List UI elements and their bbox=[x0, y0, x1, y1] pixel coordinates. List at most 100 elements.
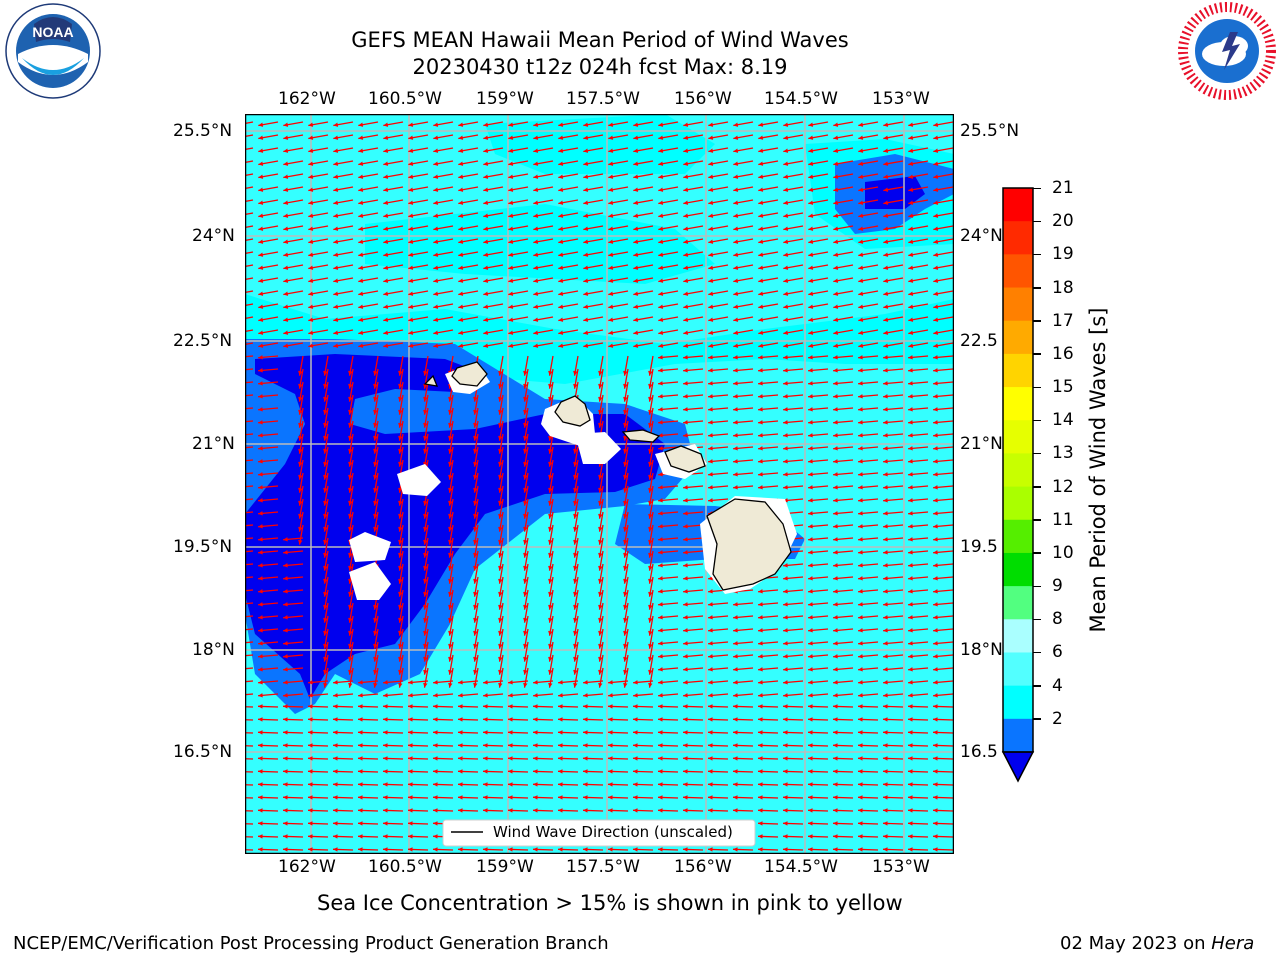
wind-wave-arrowhead bbox=[483, 743, 488, 748]
wind-wave-arrowhead bbox=[658, 446, 663, 451]
wind-wave-arrowhead bbox=[373, 487, 378, 493]
wind-wave-arrowhead bbox=[883, 537, 888, 542]
wind-wave-arrowhead bbox=[883, 511, 888, 516]
lon-label-bottom: 154.5°W bbox=[764, 857, 838, 877]
wind-wave-arrowhead bbox=[633, 187, 639, 192]
wind-wave-arrowhead bbox=[473, 669, 478, 675]
wind-wave-arrowhead bbox=[633, 239, 639, 244]
wind-wave-arrowhead bbox=[373, 370, 378, 376]
wind-wave-arrowhead bbox=[808, 278, 814, 283]
wind-wave-arrowhead bbox=[683, 135, 689, 140]
wind-wave-arrowhead bbox=[408, 847, 413, 852]
wind-wave-arrowhead bbox=[648, 448, 653, 454]
wind-wave-arrowhead bbox=[608, 200, 614, 205]
wind-wave-arrowhead bbox=[883, 498, 888, 503]
wind-wave-arrowhead bbox=[683, 498, 688, 503]
wind-wave-arrowhead bbox=[533, 187, 539, 192]
wind-wave-arrowhead bbox=[933, 615, 938, 620]
wind-wave-arrowhead bbox=[933, 239, 939, 244]
wind-wave-arrowhead bbox=[433, 756, 438, 761]
wind-wave-arrowhead bbox=[558, 252, 564, 257]
wind-wave-arrowhead bbox=[833, 355, 838, 360]
wind-wave-arrowhead bbox=[933, 704, 938, 709]
wind-wave-arrowhead bbox=[583, 291, 589, 296]
wind-wave-arrowhead bbox=[558, 187, 564, 192]
wind-wave-arrowhead bbox=[833, 239, 839, 244]
wind-wave-arrowhead bbox=[833, 641, 838, 646]
wind-wave-arrowhead bbox=[858, 550, 863, 555]
wind-wave-arrowhead bbox=[473, 487, 478, 493]
wind-wave-arrowhead bbox=[683, 795, 688, 800]
wind-wave-arrowhead bbox=[583, 148, 589, 153]
lon-label-top: 153°W bbox=[872, 89, 930, 109]
wind-wave-arrowhead bbox=[473, 513, 478, 519]
wind-wave-arrowhead bbox=[258, 291, 264, 296]
wind-wave-arrowhead bbox=[508, 239, 514, 244]
wind-wave-arrowhead bbox=[323, 578, 328, 584]
wind-wave-arrowhead bbox=[298, 370, 303, 376]
wind-wave-arrowhead bbox=[658, 756, 663, 761]
wind-wave-arrowhead bbox=[448, 552, 453, 558]
wind-wave-arrowhead bbox=[258, 330, 264, 335]
wind-wave-arrowhead bbox=[573, 656, 578, 662]
wind-wave-arrowhead bbox=[458, 343, 464, 348]
wind-wave-arrowhead bbox=[258, 654, 263, 659]
wind-wave-arrowhead bbox=[583, 717, 588, 722]
wind-wave-arrowhead bbox=[833, 680, 838, 685]
wind-wave-arrowhead bbox=[623, 630, 628, 636]
wind-wave-arrowhead bbox=[908, 808, 913, 813]
wind-wave-arrowhead bbox=[473, 591, 478, 597]
wind-wave-arrowhead bbox=[573, 630, 578, 636]
wind-wave-arrowhead bbox=[883, 187, 889, 192]
wind-wave-arrowhead bbox=[883, 834, 888, 839]
wind-wave-arrowhead bbox=[683, 433, 688, 438]
wind-wave-arrowhead bbox=[348, 630, 353, 636]
wind-wave-arrowhead bbox=[458, 808, 463, 813]
wind-wave-arrowhead bbox=[598, 513, 603, 519]
wind-wave-arrowhead bbox=[498, 409, 503, 415]
wind-wave-arrowhead bbox=[323, 565, 328, 571]
wind-wave-arrowhead bbox=[908, 680, 913, 685]
wind-wave-arrowhead bbox=[508, 680, 513, 685]
wind-wave-arrowhead bbox=[933, 174, 939, 179]
wind-wave-arrowhead bbox=[398, 435, 403, 441]
wind-wave-arrowhead bbox=[548, 383, 553, 389]
wind-wave-arrowhead bbox=[258, 278, 264, 283]
wind-wave-arrowhead bbox=[808, 704, 813, 709]
wind-wave-arrowhead bbox=[498, 448, 503, 454]
wind-wave-arrowhead bbox=[858, 769, 863, 774]
wind-wave-arrowhead bbox=[333, 252, 339, 257]
wind-wave-arrowhead bbox=[323, 500, 328, 506]
wind-wave-arrow bbox=[245, 407, 254, 410]
wind-wave-arrowhead bbox=[708, 730, 713, 735]
wind-wave-arrowhead bbox=[258, 524, 263, 529]
colorbar-segment bbox=[1003, 254, 1033, 289]
wind-wave-arrowhead bbox=[623, 474, 628, 480]
wind-wave-arrowhead bbox=[808, 667, 813, 672]
wind-wave-arrowhead bbox=[858, 485, 863, 490]
wind-wave-arrowhead bbox=[808, 589, 813, 594]
wind-wave-arrowhead bbox=[358, 847, 363, 852]
wind-wave-arrowhead bbox=[498, 656, 503, 662]
wind-wave-arrowhead bbox=[358, 717, 363, 722]
wind-wave-arrowhead bbox=[383, 834, 388, 839]
wind-wave-arrowhead bbox=[808, 174, 814, 179]
wind-wave-arrowhead bbox=[658, 278, 664, 283]
wind-wave-arrowhead bbox=[858, 407, 863, 412]
wind-wave-arrowhead bbox=[908, 693, 913, 698]
wind-wave-arrowhead bbox=[908, 174, 914, 179]
wind-wave-arrowhead bbox=[933, 135, 939, 140]
wind-wave-arrowhead bbox=[383, 226, 389, 231]
wind-wave-arrowhead bbox=[708, 667, 713, 672]
wind-wave-arrowhead bbox=[258, 433, 263, 438]
colorbar-tick-mark bbox=[1033, 718, 1041, 720]
wind-wave-arrowhead bbox=[298, 487, 303, 493]
wind-wave-arrowhead bbox=[473, 422, 478, 428]
wind-wave-arrowhead bbox=[808, 485, 813, 490]
wind-wave-arrowhead bbox=[758, 317, 764, 322]
wind-wave-arrowhead bbox=[783, 135, 789, 140]
wind-wave-arrowhead bbox=[833, 330, 839, 335]
colorbar-tick-label: 18 bbox=[1052, 277, 1074, 298]
map-panel[interactable]: Wind Wave Direction (unscaled) bbox=[245, 114, 954, 854]
wind-wave-arrowhead bbox=[458, 769, 463, 774]
